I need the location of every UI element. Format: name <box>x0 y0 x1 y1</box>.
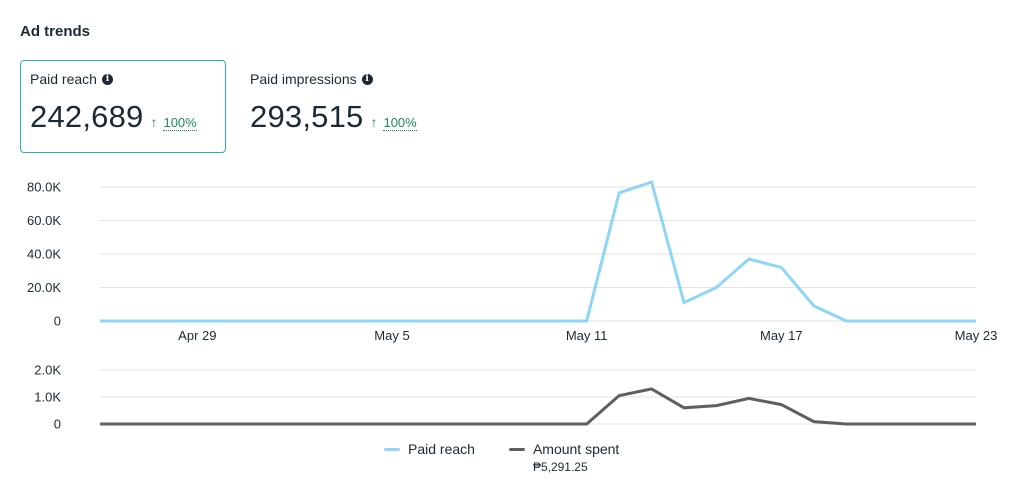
y-tick-label: 1.0K <box>34 390 61 405</box>
metric-label: Paid reach <box>30 71 97 87</box>
y-tick-label: 80.0K <box>27 180 61 195</box>
x-tick-label: May 5 <box>374 328 409 343</box>
arrow-up-icon: ↑ <box>370 114 378 130</box>
info-icon[interactable]: i <box>361 73 373 85</box>
arrow-up-icon: ↑ <box>150 114 158 130</box>
x-tick-label: Apr 29 <box>178 328 216 343</box>
y-tick-label: 0 <box>54 314 61 329</box>
metric-change[interactable]: 100% <box>383 115 417 131</box>
y-tick-label: 0 <box>54 417 61 432</box>
legend-item-paid-reach[interactable]: Paid reach <box>384 441 475 474</box>
legend-swatch-reach <box>384 448 400 451</box>
y-tick-label: 20.0K <box>27 280 61 295</box>
section-title: Ad trends <box>20 23 91 40</box>
metric-change[interactable]: 100% <box>163 115 197 131</box>
x-tick-label: May 11 <box>566 328 608 343</box>
metric-card-paid-reach[interactable]: Paid reach i 242,689 ↑ 100% <box>20 60 226 153</box>
legend-swatch-spent <box>508 448 525 451</box>
x-tick-label: May 17 <box>760 328 803 343</box>
amount-spent-total: ₱5,291.25 <box>532 460 588 474</box>
y-tick-label: 2.0K <box>34 363 61 378</box>
metric-label: Paid impressions <box>250 71 357 87</box>
metric-value: 293,515 <box>250 99 364 134</box>
y-tick-label: 60.0K <box>27 213 61 228</box>
amount-spent-line <box>100 387 976 426</box>
legend-label: Amount spent <box>532 441 620 457</box>
legend-label: Paid reach <box>408 441 475 457</box>
info-icon[interactable]: i <box>101 73 113 85</box>
y-tick-label: 40.0K <box>27 247 61 262</box>
legend-item-amount-spent[interactable]: Amount spent ₱5,291.25 <box>508 441 620 474</box>
metric-value: 242,689 <box>30 99 144 134</box>
x-tick-label: May 23 <box>955 328 998 343</box>
metric-card-paid-impressions[interactable]: Paid impressions i 293,515 ↑ 100% <box>240 60 470 153</box>
chart-legend: Paid reach Amount spent ₱5,291.25 <box>384 441 619 474</box>
paid-reach-line <box>100 180 976 323</box>
